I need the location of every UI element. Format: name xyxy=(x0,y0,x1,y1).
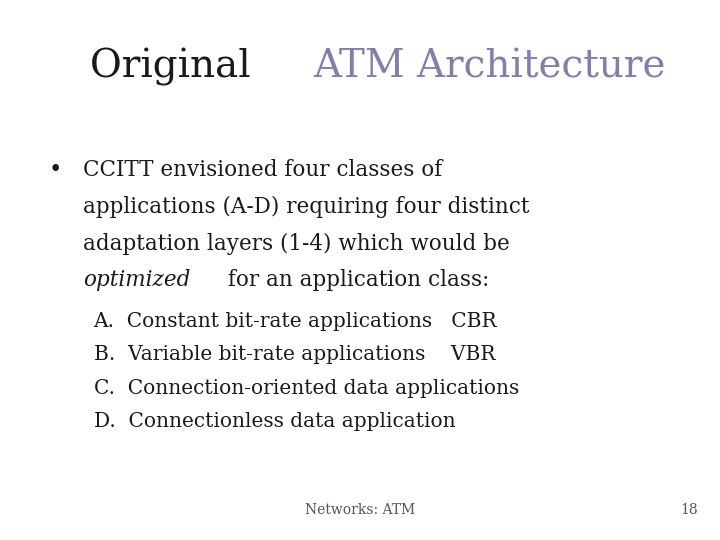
Text: 18: 18 xyxy=(681,503,698,517)
Text: optimized: optimized xyxy=(83,269,190,292)
Text: A.  Constant bit-rate applications   CBR: A. Constant bit-rate applications CBR xyxy=(94,312,498,330)
Text: ATM Architecture: ATM Architecture xyxy=(313,49,666,86)
Text: applications (A-D) requiring four distinct: applications (A-D) requiring four distin… xyxy=(83,196,529,218)
Text: Original: Original xyxy=(90,49,263,86)
Text: Networks: ATM: Networks: ATM xyxy=(305,503,415,517)
Text: D.  Connectionless data application: D. Connectionless data application xyxy=(94,412,455,431)
Text: B.  Variable bit-rate applications    VBR: B. Variable bit-rate applications VBR xyxy=(94,345,495,364)
Text: C.  Connection-oriented data applications: C. Connection-oriented data applications xyxy=(94,379,519,397)
Text: for an application class:: for an application class: xyxy=(221,269,490,292)
Text: CCITT envisioned four classes of: CCITT envisioned four classes of xyxy=(83,159,442,181)
Text: •: • xyxy=(49,159,63,181)
Text: adaptation layers (1-4) which would be: adaptation layers (1-4) which would be xyxy=(83,233,510,255)
